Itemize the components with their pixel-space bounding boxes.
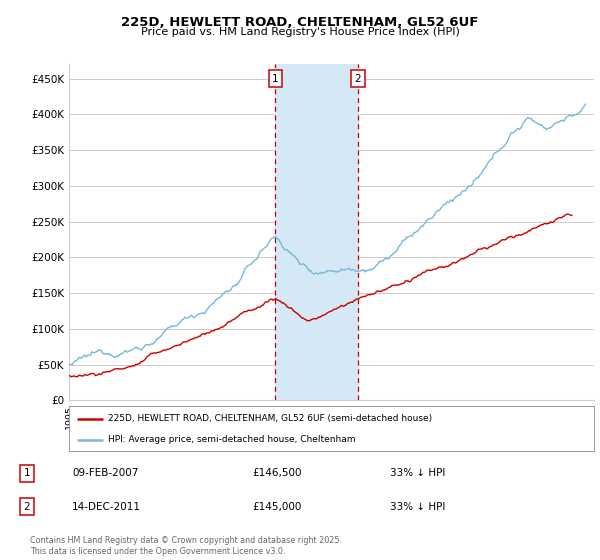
Text: 225D, HEWLETT ROAD, CHELTENHAM, GL52 6UF (semi-detached house): 225D, HEWLETT ROAD, CHELTENHAM, GL52 6UF… <box>109 414 433 423</box>
Text: 225D, HEWLETT ROAD, CHELTENHAM, GL52 6UF: 225D, HEWLETT ROAD, CHELTENHAM, GL52 6UF <box>121 16 479 29</box>
Text: 14-DEC-2011: 14-DEC-2011 <box>72 502 141 512</box>
Text: Price paid vs. HM Land Registry's House Price Index (HPI): Price paid vs. HM Land Registry's House … <box>140 27 460 37</box>
Text: 33% ↓ HPI: 33% ↓ HPI <box>390 502 445 512</box>
Text: 2: 2 <box>23 502 31 512</box>
Text: HPI: Average price, semi-detached house, Cheltenham: HPI: Average price, semi-detached house,… <box>109 435 356 444</box>
Text: 1: 1 <box>23 468 31 478</box>
Text: 1: 1 <box>272 74 278 83</box>
Text: 2: 2 <box>355 74 361 83</box>
Text: 33% ↓ HPI: 33% ↓ HPI <box>390 468 445 478</box>
Text: 09-FEB-2007: 09-FEB-2007 <box>72 468 139 478</box>
Text: Contains HM Land Registry data © Crown copyright and database right 2025.
This d: Contains HM Land Registry data © Crown c… <box>30 536 342 556</box>
Text: £145,000: £145,000 <box>252 502 301 512</box>
Text: £146,500: £146,500 <box>252 468 302 478</box>
Bar <box>275 64 358 400</box>
